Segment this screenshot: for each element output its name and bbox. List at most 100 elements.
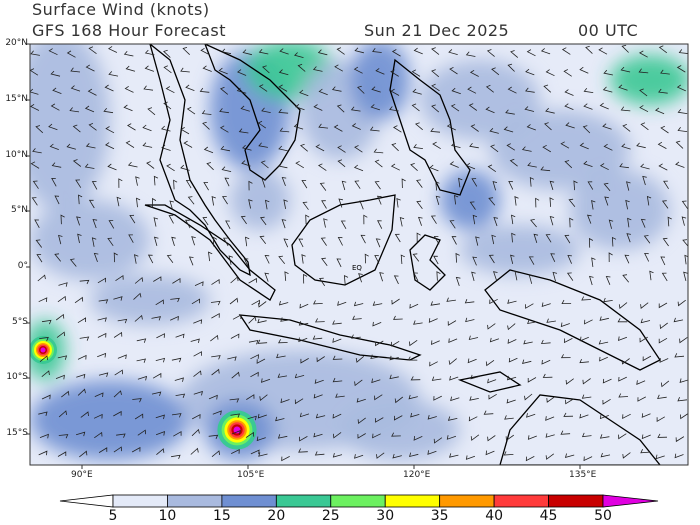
equator-label: EQ — [352, 264, 362, 272]
wind-barb — [107, 237, 114, 247]
wind-barb — [248, 339, 259, 345]
wind-barb — [469, 396, 479, 401]
wind-barb — [54, 195, 60, 205]
wind-barb — [640, 218, 646, 228]
wind-barb — [151, 391, 162, 397]
wind-barb — [171, 236, 176, 247]
wind-barb — [429, 164, 439, 172]
wind-barb — [299, 303, 309, 309]
wind-barb — [97, 332, 107, 338]
wind-barb — [213, 236, 218, 247]
wind-barb — [602, 378, 612, 384]
wind-barb — [644, 252, 650, 262]
wind-barb — [622, 452, 631, 459]
wind-barb — [661, 200, 669, 209]
lon-tick-label: 135°E — [569, 470, 597, 480]
wind-barb — [448, 338, 458, 344]
wind-barb — [55, 374, 65, 380]
wind-barb — [185, 180, 192, 189]
wind-barb — [450, 396, 460, 402]
wind-speed-area — [30, 380, 190, 460]
wind-barb — [39, 336, 49, 342]
wind-barb — [540, 48, 551, 55]
wind-barb — [584, 319, 593, 325]
wind-barb — [146, 161, 155, 169]
wind-barb — [264, 272, 270, 282]
wind-barb — [687, 176, 688, 181]
wind-barb — [257, 413, 267, 419]
wind-barb — [84, 105, 95, 113]
wind-barb — [542, 373, 553, 378]
wind-barb — [603, 297, 613, 303]
wind-barb — [245, 236, 250, 247]
wind-barb — [30, 161, 40, 169]
wind-barb — [363, 214, 368, 225]
wind-barb — [560, 354, 571, 359]
wind-barb — [586, 214, 592, 224]
wind-barb — [194, 281, 204, 286]
wind-barb — [506, 143, 516, 151]
wind-barb — [315, 144, 325, 152]
wind-barb — [299, 412, 310, 418]
wind-barb — [202, 216, 209, 226]
colorbar-bin — [384, 494, 441, 508]
wind-barb — [487, 435, 496, 442]
wind-barb — [238, 128, 249, 134]
wind-barb — [451, 236, 457, 245]
colorbar-label: 40 — [485, 508, 504, 524]
wind-barb — [278, 84, 288, 92]
wind-barb — [374, 255, 380, 264]
wind-barb — [134, 276, 144, 284]
wind-barb — [113, 296, 123, 301]
wind-barb — [640, 449, 650, 454]
wind-barb — [155, 430, 166, 436]
wind-barb — [675, 140, 684, 149]
wind-barb — [673, 317, 684, 323]
wind-barb — [447, 416, 458, 421]
wind-barb — [667, 216, 672, 227]
colorbar-low-arrow — [59, 494, 114, 508]
wind-barb — [391, 432, 401, 437]
wind-barb — [545, 416, 555, 421]
wind-barb — [38, 450, 48, 456]
wind-barb — [180, 67, 190, 73]
wind-barb — [258, 48, 269, 55]
wind-barb — [642, 175, 647, 186]
wind-barb — [655, 107, 665, 115]
wind-barb — [564, 234, 571, 244]
wind-barb — [543, 84, 552, 93]
wind-barb — [678, 49, 688, 54]
colorbar — [59, 494, 659, 508]
wind-barb — [343, 275, 349, 285]
wind-barb — [156, 448, 165, 456]
wind-speed-field: EQ — [30, 44, 688, 465]
wind-barb — [332, 338, 342, 343]
wind-barb — [283, 238, 289, 248]
wind-barb — [579, 142, 589, 150]
wind-barb — [259, 216, 267, 226]
wind-barb — [200, 47, 210, 55]
wind-barb — [450, 103, 460, 112]
wind-barb — [663, 180, 669, 190]
wind-barb — [32, 148, 42, 154]
wind-barb — [393, 415, 403, 421]
wind-barb — [152, 197, 157, 208]
wind-barb — [258, 452, 268, 457]
wind-barb — [211, 195, 216, 206]
wind-barb — [113, 390, 122, 398]
wind-barb — [168, 215, 174, 224]
wind-barb — [375, 68, 385, 75]
wind-barb — [533, 233, 539, 244]
wind-barb — [639, 88, 648, 97]
wind-barb — [508, 357, 518, 363]
wind-barb — [283, 199, 288, 209]
wind-barb — [549, 180, 555, 191]
wind-barb — [136, 358, 147, 363]
wind-barb — [185, 219, 191, 229]
wind-barb — [431, 83, 440, 92]
wind-barb — [317, 49, 328, 56]
wind-barb — [604, 196, 609, 206]
wind-barb — [621, 358, 630, 365]
wind-barb — [113, 331, 123, 338]
wind-barb — [294, 398, 304, 405]
